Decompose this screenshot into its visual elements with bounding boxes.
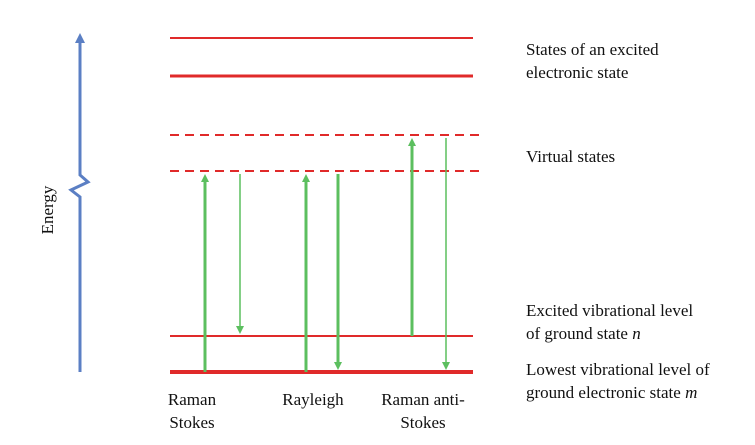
lowest-vibrational-level-label: Lowest vibrational level of ground elect… <box>526 360 710 402</box>
excited-vibrational-level-label: Excited vibrational level of ground stat… <box>526 301 694 343</box>
energy-axis-arrow <box>68 33 91 372</box>
energy-axis-label: Energy <box>38 185 57 235</box>
raman-anti-stokes-label: Raman anti- Stokes <box>381 390 465 432</box>
raman-stokes-label: Raman Stokes <box>167 390 217 432</box>
virtual-states-label: Virtual states <box>526 147 616 166</box>
excited-electronic-state-label: States of an excited electronic state <box>526 40 659 82</box>
rayleigh-label: Rayleigh <box>282 390 344 409</box>
